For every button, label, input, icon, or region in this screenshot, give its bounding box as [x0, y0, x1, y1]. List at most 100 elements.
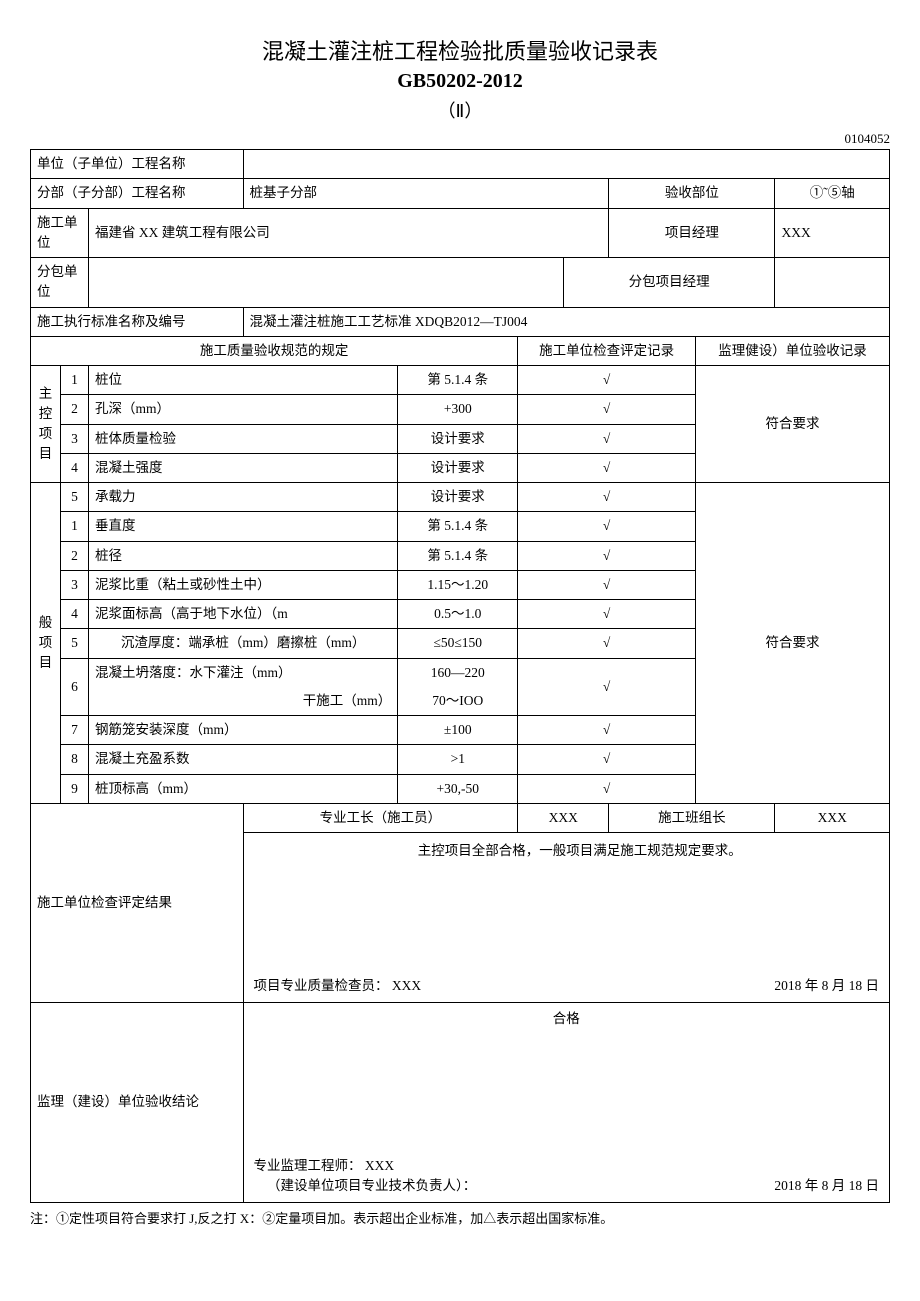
doc-number: 0104052 [30, 131, 890, 147]
gen-check: √ [518, 541, 696, 570]
super-owner-label: （建设单位项目专业技术负责人）： [254, 1178, 477, 1193]
team-label: 施工班组长 [609, 803, 775, 832]
main-check: √ [518, 483, 696, 512]
gen-no: 9 [61, 774, 89, 803]
super-summary: 合格 [250, 1007, 883, 1029]
main-name: 混凝土强度 [89, 453, 398, 482]
subpm-label: 分包项目经理 [563, 258, 775, 308]
pm-value: XXX [775, 208, 890, 258]
main-no: 2 [61, 395, 89, 424]
doc-title: 混凝土灌注桩工程检验批质量验收记录表 [30, 34, 890, 66]
gen-no: 4 [61, 600, 89, 629]
main-spec: 设计要求 [398, 424, 518, 453]
builder-signer-value: XXX [392, 978, 421, 993]
main-spec: +300 [398, 395, 518, 424]
main-name: 桩位 [89, 366, 398, 395]
team-value: XXX [775, 803, 890, 832]
subcon-label: 分包单位 [31, 258, 89, 308]
accept-part-label: 验收部位 [609, 179, 775, 208]
std-label: 施工执行标准名称及编号 [31, 307, 244, 336]
main-name: 桩体质量检验 [89, 424, 398, 453]
foreman-label: 专业工长（施工员） [243, 803, 518, 832]
gen-spec: 1.15～1.20 [398, 570, 518, 599]
unit-value [243, 150, 889, 179]
accept-part-value: ①˜⑤轴 [775, 179, 890, 208]
gen-name-b: 干施工（mm） [89, 687, 398, 716]
footnote: 注：①定性项目符合要求打 J,反之打 X：②定量项目加。表示超出企业标准，加△表… [30, 1209, 890, 1230]
inspection-table: 单位（子单位）工程名称 分部（子分部）工程名称 桩基子分部 验收部位 ①˜⑤轴 … [30, 149, 890, 1203]
builder-conclusion-label: 施工单位检查评定结果 [31, 803, 244, 1002]
main-no: 1 [61, 366, 89, 395]
gen-check: √ [518, 774, 696, 803]
gen-name: 桩顶标高（mm） [89, 774, 398, 803]
super-conclusion-label: 监理（建设）单位验收结论 [31, 1003, 244, 1203]
main-no: 3 [61, 424, 89, 453]
gen-spec: 160—220 [398, 658, 518, 687]
col-super: 监理健设）单位验收记录 [696, 336, 890, 365]
builder-value: 福建省 XX 建筑工程有限公司 [89, 208, 609, 258]
main-check: √ [518, 395, 696, 424]
main-spec: 第 5.1.4 条 [398, 366, 518, 395]
sub-label: 分部（子分部）工程名称 [31, 179, 244, 208]
gen-spec-b: 70～IOO [398, 687, 518, 716]
sub-value: 桩基子分部 [243, 179, 609, 208]
col-record: 施工单位检查评定记录 [518, 336, 696, 365]
main-name: 孔深（mm） [89, 395, 398, 424]
main-category: 主控项目 [31, 366, 61, 483]
gen-no: 8 [61, 745, 89, 774]
main-result: 符合要求 [696, 366, 890, 483]
gen-spec: >1 [398, 745, 518, 774]
super-conclusion-body: 合格 专业监理工程师： XXX （建设单位项目专业技术负责人）： 2018 年 … [243, 1003, 889, 1203]
main-check: √ [518, 366, 696, 395]
gen-name: 混凝土充盈系数 [89, 745, 398, 774]
gen-name: 垂直度 [89, 512, 398, 541]
gen-no: 1 [61, 512, 89, 541]
gen-no: 6 [61, 658, 89, 716]
gen-check: √ [518, 716, 696, 745]
gen-spec: 第 5.1.4 条 [398, 541, 518, 570]
gen-check: √ [518, 570, 696, 599]
main-check: √ [518, 424, 696, 453]
main-no: 4 [61, 453, 89, 482]
main-check: √ [518, 453, 696, 482]
gen-check: √ [518, 745, 696, 774]
gen-spec: 第 5.1.4 条 [398, 512, 518, 541]
foreman-value: XXX [518, 803, 609, 832]
gen-check: √ [518, 629, 696, 658]
gen-result: 符合要求 [696, 483, 890, 804]
main-spec: 设计要求 [398, 453, 518, 482]
main-no: 5 [61, 483, 89, 512]
gen-category: 般项目 [31, 483, 61, 804]
gen-no: 7 [61, 716, 89, 745]
builder-summary: 主控项目全部合格，一般项目满足施工规范规定要求。 [250, 837, 883, 861]
std-value: 混凝土灌注桩施工工艺标准 XDQB2012—TJ004 [243, 307, 889, 336]
unit-label: 单位（子单位）工程名称 [31, 150, 244, 179]
gen-spec: +30,-50 [398, 774, 518, 803]
super-signer-label: 专业监理工程师： [254, 1158, 362, 1173]
gen-name: 桩径 [89, 541, 398, 570]
col-spec: 施工质量验收规范的规定 [31, 336, 518, 365]
gen-name: 泥浆比重（粘土或砂性土中） [89, 570, 398, 599]
super-date: 2018 年 8 月 18 日 [774, 1176, 879, 1196]
gen-spec: ≤50≤150 [398, 629, 518, 658]
pm-label: 项目经理 [609, 208, 775, 258]
gen-name: 钢筋笼安装深度（mm） [89, 716, 398, 745]
gen-spec: ±100 [398, 716, 518, 745]
gen-check: √ [518, 512, 696, 541]
gen-no: 3 [61, 570, 89, 599]
subpm-value [775, 258, 890, 308]
doc-part: （Ⅱ） [30, 97, 890, 123]
gen-no: 5 [61, 629, 89, 658]
gen-spec: 0.5～1.0 [398, 600, 518, 629]
builder-date: 2018 年 8 月 18 日 [774, 976, 879, 996]
gen-check: √ [518, 658, 696, 716]
subcon-value [89, 258, 564, 308]
gen-check: √ [518, 600, 696, 629]
main-spec: 设计要求 [398, 483, 518, 512]
builder-conclusion-body: 主控项目全部合格，一般项目满足施工规范规定要求。 项目专业质量检查员： XXX … [243, 833, 889, 1003]
super-signer-value: XXX [365, 1158, 394, 1173]
doc-code: GB50202-2012 [30, 70, 890, 93]
builder-signer-label: 项目专业质量检查员： [254, 978, 389, 993]
gen-name: 沉渣厚度：端承桩（mm）磨擦桩（mm） [89, 629, 398, 658]
gen-name: 混凝土坍落度：水下灌注（mm） [89, 658, 398, 687]
